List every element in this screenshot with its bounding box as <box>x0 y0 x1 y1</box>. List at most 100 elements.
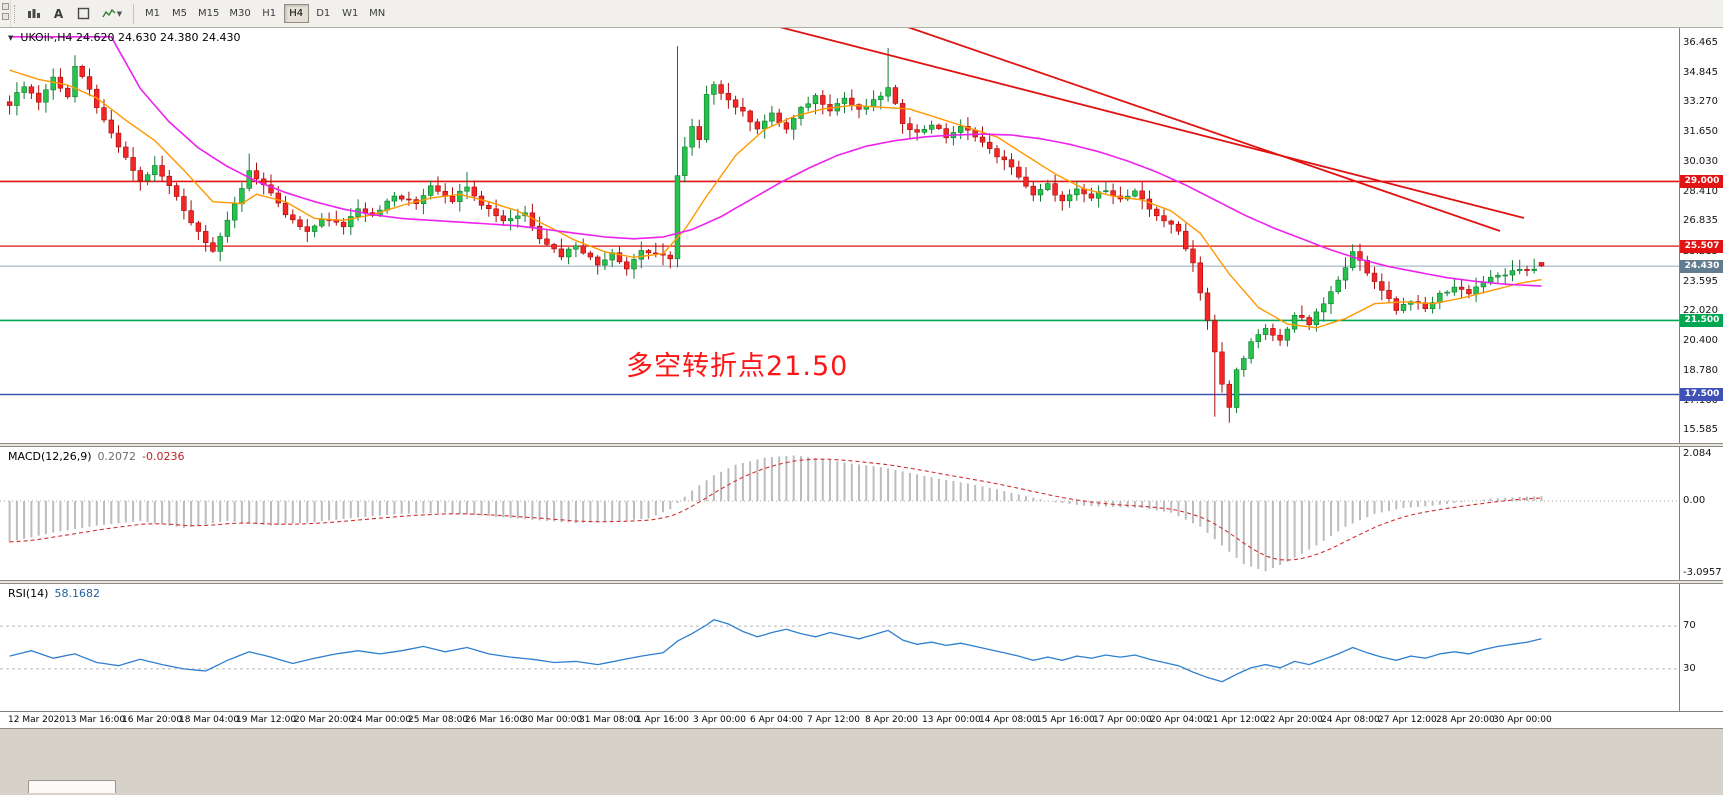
chart-type-button[interactable] <box>21 3 46 25</box>
date-tick-label: 20 Mar 20:00 <box>294 715 355 725</box>
rsi-header: RSI(14) 58.1682 <box>8 587 100 600</box>
price-tick-label: 34.845 <box>1683 67 1718 78</box>
macd-header: MACD(12,26,9) 0.2072 -0.0236 <box>8 450 185 463</box>
window-grip-icon <box>1 3 9 10</box>
date-tick-label: 25 Mar 08:00 <box>408 715 469 725</box>
top-toolbar: A ▼ M1 M5 M15 M30 H1 H4 D1 W1 MN <box>0 0 1723 28</box>
macd-axis-label: -3.0957 <box>1683 567 1722 578</box>
price-tick-label: 31.650 <box>1683 126 1718 137</box>
macd-main-value: 0.2072 <box>97 450 137 463</box>
price-tick-label: 33.270 <box>1683 96 1718 107</box>
indicators-icon <box>102 8 116 17</box>
symbol-ohlc-text: UKOil-,H4 24.620 24.630 24.380 24.430 <box>20 31 241 44</box>
date-tick-label: 8 Apr 20:00 <box>865 715 918 725</box>
date-tick-label: 27 Apr 12:00 <box>1378 715 1437 725</box>
rsi-panel[interactable]: RSI(14) 58.1682 70 30 <box>0 584 1723 711</box>
price-tick-label: 15.585 <box>1683 424 1718 435</box>
bottom-bar <box>0 728 1723 795</box>
date-tick-label: 17 Apr 00:00 <box>1093 715 1152 725</box>
date-tick-label: 28 Apr 20:00 <box>1436 715 1495 725</box>
price-tick-label: 22.020 <box>1683 305 1718 316</box>
toolbar-grip <box>14 4 18 23</box>
price-badge: 29.000 <box>1680 175 1723 188</box>
timeframe-button-d1[interactable]: D1 <box>316 8 331 19</box>
date-tick-label: 15 Apr 16:00 <box>1036 715 1095 725</box>
date-tick-label: 13 Apr 00:00 <box>922 715 981 725</box>
date-tick-label: 20 Apr 04:00 <box>1150 715 1209 725</box>
price-badge: 25.507 <box>1680 240 1723 253</box>
timeframe-button-m1[interactable]: M1 <box>145 8 160 19</box>
panel-splitter[interactable] <box>0 580 1723 584</box>
date-tick-label: 30 Apr 00:00 <box>1493 715 1552 725</box>
date-tick-label: 22 Apr 20:00 <box>1264 715 1323 725</box>
date-tick-label: 16 Mar 20:00 <box>122 715 183 725</box>
chart-tab[interactable] <box>28 780 116 793</box>
rsi-canvas[interactable] <box>0 584 1679 711</box>
price-badge: 17.500 <box>1680 388 1723 401</box>
date-tick-label: 26 Mar 16:00 <box>465 715 526 725</box>
timeframe-button-w1[interactable]: W1 <box>342 8 359 19</box>
price-tick-label: 18.780 <box>1683 365 1718 376</box>
macd-canvas[interactable] <box>0 447 1679 580</box>
rsi-name: RSI(14) <box>8 587 49 600</box>
timeframe-button-m5[interactable]: M5 <box>172 8 187 19</box>
rsi-value: 58.1682 <box>54 587 100 600</box>
timeframe-button-m15[interactable]: M15 <box>198 8 220 19</box>
timeframe-group: M1 M5 M15 M30 H1 H4 D1 W1 MN <box>139 4 391 23</box>
price-tick-label: 20.400 <box>1683 335 1718 346</box>
chart-type-icon <box>27 8 40 18</box>
main-chart-canvas[interactable] <box>0 28 1679 443</box>
price-tick-label: 23.595 <box>1683 276 1718 287</box>
price-tick-label: 28.410 <box>1683 186 1718 197</box>
macd-signal-value: -0.0236 <box>142 450 185 463</box>
date-tick-label: 21 Apr 12:00 <box>1207 715 1266 725</box>
price-tick-label: 30.030 <box>1683 156 1718 167</box>
date-tick-label: 7 Apr 12:00 <box>807 715 860 725</box>
symbol-dropdown-icon[interactable]: ▼ <box>8 33 14 42</box>
price-tick-label: 36.465 <box>1683 37 1718 48</box>
rsi-axis-label: 70 <box>1683 620 1696 631</box>
text-label-button[interactable]: A <box>46 3 71 25</box>
main-chart-panel[interactable]: ▼ UKOil-,H4 24.620 24.630 24.380 24.430 … <box>0 28 1723 443</box>
indicators-button[interactable]: ▼ <box>96 3 128 25</box>
macd-name: MACD(12,26,9) <box>8 450 92 463</box>
price-badge: 24.430 <box>1680 260 1723 273</box>
caret-down-icon: ▼ <box>116 9 123 18</box>
date-tick-label: 14 Apr 08:00 <box>979 715 1038 725</box>
timeframe-button-mn[interactable]: MN <box>369 8 386 19</box>
date-tick-label: 6 Apr 04:00 <box>750 715 803 725</box>
date-tick-label: 13 Mar 16:00 <box>65 715 126 725</box>
window-grip-icon <box>1 13 9 20</box>
date-tick-label: 31 Mar 08:00 <box>579 715 640 725</box>
timeframe-button-h1[interactable]: H1 <box>262 8 277 19</box>
macd-axis-label: 0.00 <box>1683 495 1706 506</box>
toolbar-separator <box>133 3 134 24</box>
date-tick-label: 12 Mar 2020 <box>8 715 66 725</box>
chart-annotation-text: 多空转折点21.50 <box>626 351 849 382</box>
text-label-icon: A <box>53 6 64 21</box>
chart-window: ▼ UKOil-,H4 24.620 24.630 24.380 24.430 … <box>0 28 1723 795</box>
date-axis[interactable]: 12 Mar 2020 13 Mar 16:00 16 Mar 20:00 18 Ma… <box>0 711 1723 728</box>
macd-axis-label: 2.084 <box>1683 448 1712 459</box>
macd-axis[interactable]: 2.084 0.00 -3.0957 <box>1679 447 1723 580</box>
date-tick-label: 24 Apr 08:00 <box>1321 715 1380 725</box>
date-tick-label: 3 Apr 00:00 <box>693 715 746 725</box>
macd-panel[interactable]: MACD(12,26,9) 0.2072 -0.0236 2.084 0.00 -3… <box>0 447 1723 580</box>
symbol-header: ▼ UKOil-,H4 24.620 24.630 24.380 24.430 <box>8 31 241 44</box>
toolbar-edge <box>0 0 11 27</box>
date-tick-label: 19 Mar 12:00 <box>236 715 297 725</box>
date-tick-label: 24 Mar 00:00 <box>351 715 412 725</box>
price-tick-label: 26.835 <box>1683 215 1718 226</box>
price-badge: 21.500 <box>1680 314 1723 327</box>
date-tick-label: 18 Mar 04:00 <box>179 715 240 725</box>
rsi-axis[interactable]: 70 30 <box>1679 584 1723 711</box>
date-tick-label: 1 Apr 16:00 <box>636 715 689 725</box>
objects-button[interactable] <box>71 3 96 25</box>
date-tick-label: 30 Mar 00:00 <box>522 715 583 725</box>
rsi-axis-label: 30 <box>1683 663 1696 674</box>
price-axis[interactable]: 36.465 34.845 33.270 31.650 30.030 28.410 26.8… <box>1679 28 1723 443</box>
objects-icon <box>77 7 90 20</box>
timeframe-button-m30[interactable]: M30 <box>229 8 251 19</box>
timeframe-button-h4[interactable]: H4 <box>283 4 309 23</box>
panel-splitter[interactable] <box>0 443 1723 447</box>
